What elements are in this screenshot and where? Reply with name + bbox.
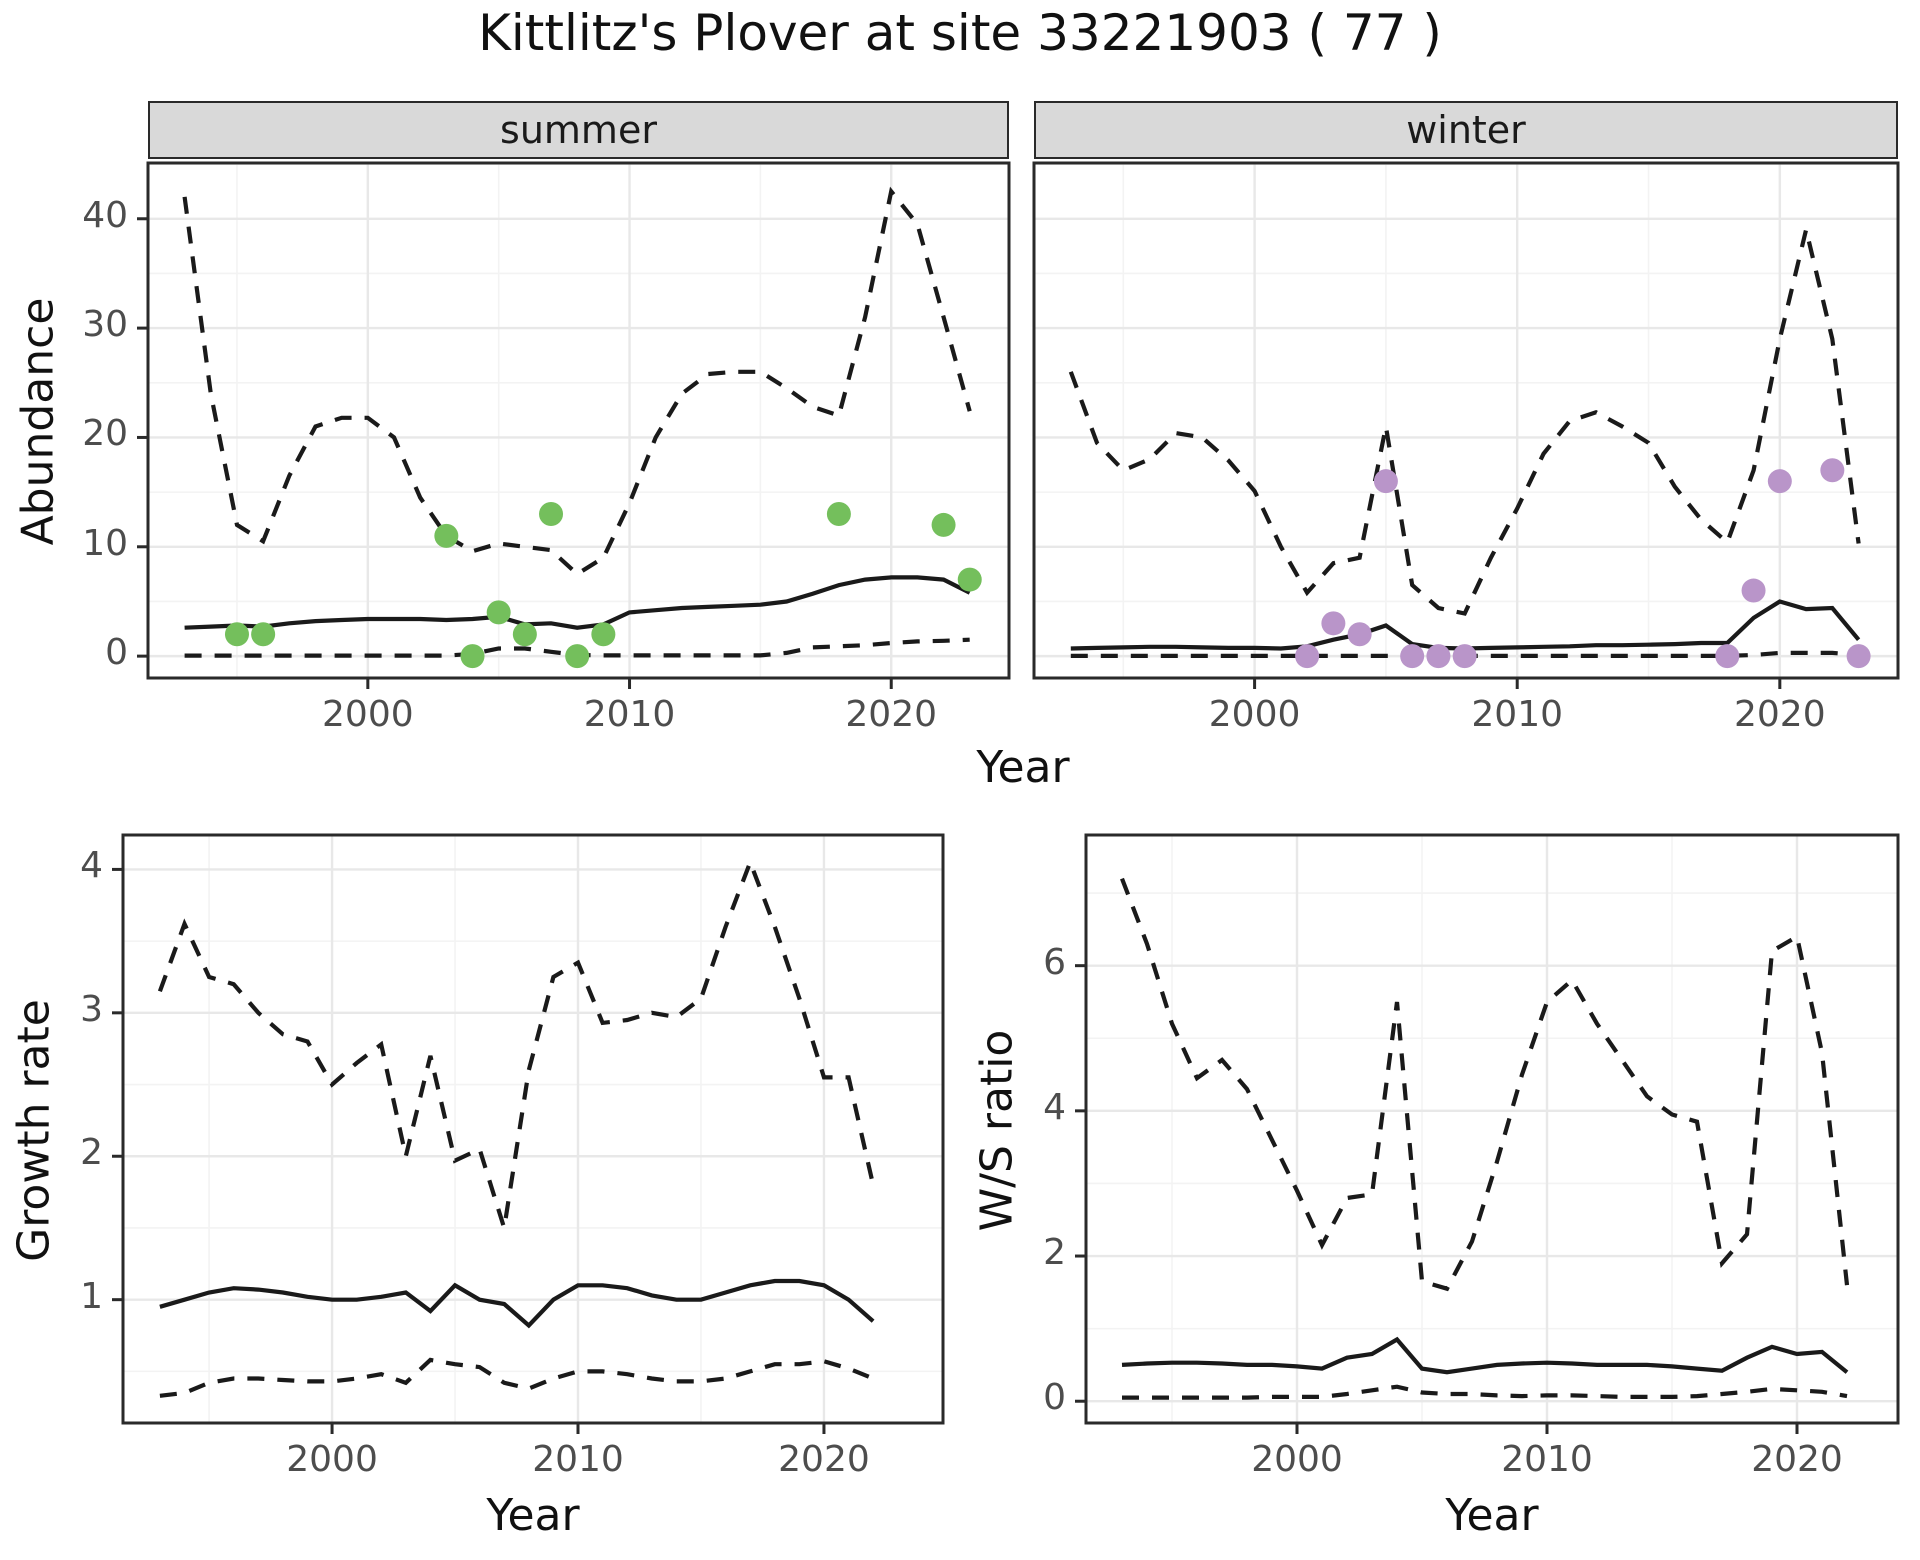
ticks-abundance-winter — [1253, 678, 1782, 689]
y-tick-label: 0 — [105, 632, 128, 674]
x-axis-title-year-ws: Year — [1445, 1490, 1539, 1541]
y-tick-label: 10 — [82, 522, 128, 564]
facet-label-summer: summer — [500, 108, 657, 152]
observation-point — [1426, 644, 1451, 669]
series-upper95-abundance-winter — [1068, 229, 1861, 616]
y-tick-label: 2 — [1043, 1232, 1066, 1274]
x-tick-label: 2000 — [286, 1439, 378, 1480]
observation-point — [224, 622, 249, 647]
observation-point — [1321, 611, 1346, 636]
observation-point — [1452, 644, 1477, 669]
x-axis-title-year-top: Year — [976, 742, 1070, 793]
observation-point — [512, 622, 537, 647]
y-tick-label: 3 — [80, 988, 103, 1030]
series-median-ws-ratio — [1121, 1336, 1849, 1375]
x-tick-label: 2000 — [1208, 694, 1301, 735]
y-tick-label: 1 — [80, 1275, 103, 1317]
observation-point — [460, 644, 485, 669]
observation-point — [826, 501, 851, 526]
points-abundance-summer — [224, 501, 982, 669]
x-axis-title-year-growth: Year — [486, 1490, 580, 1541]
y-axis-title-ws-ratio: W/S ratio — [971, 1029, 1023, 1232]
observation-point — [486, 600, 511, 625]
panel-border-abundance-winter — [1032, 161, 1900, 680]
facet-strip-winter: winter — [1034, 101, 1898, 159]
ticks-ws-ratio — [1075, 964, 1799, 1434]
x-tick-label: 2020 — [1751, 1439, 1843, 1480]
y-axis-title-growth-rate: Growth rate — [8, 999, 60, 1262]
observation-point — [1767, 469, 1792, 494]
observation-point — [1715, 644, 1740, 669]
observation-point — [1295, 644, 1320, 669]
series-upper95-abundance-summer — [182, 186, 972, 577]
series-median-abundance-summer — [184, 575, 971, 630]
y-tick-label: 30 — [82, 304, 128, 346]
observation-point — [434, 523, 459, 548]
facet-label-winter: winter — [1406, 108, 1526, 152]
y-tick-label: 4 — [80, 845, 103, 887]
facet-strip-summer: summer — [148, 101, 1009, 159]
x-tick-label: 2000 — [1251, 1439, 1343, 1480]
series-lower95-growth-rate — [159, 1357, 874, 1398]
observation-point — [1373, 469, 1398, 494]
x-tick-label: 2020 — [845, 694, 938, 735]
series-median-growth-rate — [159, 1278, 875, 1329]
y-tick-label: 2 — [80, 1132, 103, 1174]
observation-point — [591, 622, 616, 647]
observation-point — [1400, 644, 1425, 669]
ticks-abundance-summer — [137, 217, 893, 689]
y-tick-label: 4 — [1043, 1086, 1066, 1128]
page-title: Kittlitz's Plover at site 33221903 ( 77 … — [478, 4, 1442, 62]
x-tick-label: 2020 — [778, 1439, 870, 1480]
x-tick-label: 2010 — [583, 694, 676, 735]
observation-point — [251, 622, 276, 647]
panel-growth-rate — [112, 833, 945, 1434]
observation-point — [1846, 644, 1871, 669]
observation-point — [565, 644, 590, 669]
series-lower95-ws-ratio — [1122, 1384, 1848, 1400]
ticks-growth-rate — [112, 867, 826, 1434]
series-upper95-ws-ratio — [1120, 877, 1850, 1292]
x-tick-label: 2000 — [322, 694, 414, 735]
y-tick-label: 0 — [1043, 1377, 1066, 1419]
y-tick-label: 40 — [82, 194, 128, 236]
x-tick-label: 2010 — [1471, 694, 1564, 735]
observation-point — [1347, 622, 1372, 647]
x-tick-label: 2010 — [532, 1439, 624, 1480]
series-upper95-growth-rate — [157, 856, 876, 1229]
x-tick-label: 2020 — [1734, 694, 1826, 735]
observation-point — [931, 512, 956, 537]
observation-point — [1820, 458, 1845, 483]
y-tick-label: 6 — [1043, 941, 1066, 983]
panel-border-growth-rate — [121, 833, 945, 1425]
gridlines-growth-rate — [123, 835, 943, 1423]
panel-abundance-winter — [1032, 161, 1900, 689]
x-tick-label: 2010 — [1501, 1439, 1593, 1480]
points-abundance-winter — [1295, 458, 1871, 669]
gridlines-ws-ratio — [1086, 835, 1898, 1423]
observation-point — [1741, 578, 1766, 603]
observation-point — [957, 567, 982, 592]
panel-border-ws-ratio — [1084, 833, 1900, 1425]
panel-border-abundance-summer — [146, 161, 1011, 680]
panel-abundance-summer — [137, 161, 1011, 689]
y-tick-label: 20 — [82, 413, 128, 455]
observation-point — [539, 501, 564, 526]
panel-ws-ratio — [1075, 833, 1900, 1434]
